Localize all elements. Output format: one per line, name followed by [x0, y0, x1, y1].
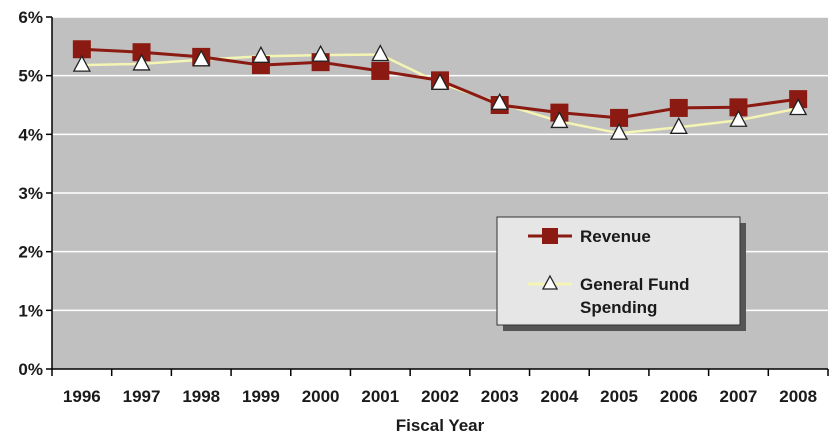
series-markers	[72, 40, 808, 140]
spending-point	[550, 111, 569, 129]
x-tick-label: 2004	[540, 387, 578, 406]
y-tick-label: 2%	[18, 243, 43, 262]
y-tick-label: 1%	[18, 301, 43, 320]
y-axis-labels: 0% 1% 2% 3% 4% 5% 6%	[18, 8, 43, 379]
revenue-point	[729, 98, 748, 117]
x-axis-labels: 1996 1997 1998 1999 2000 2001 2002 2003 2004 2005…	[63, 387, 817, 406]
x-tick-label: 1998	[182, 387, 220, 406]
spending-point	[729, 109, 748, 127]
x-tick-label: 2003	[481, 387, 519, 406]
x-tick-label: 2008	[779, 387, 817, 406]
gridlines	[52, 16, 828, 312]
x-tick-label: 2002	[421, 387, 459, 406]
revenue-point	[132, 43, 151, 62]
legend-revenue-label: Revenue	[580, 227, 651, 246]
spending-point	[490, 92, 509, 110]
spending-point	[251, 45, 271, 63]
x-tick-label: 2000	[302, 387, 340, 406]
spending-point	[132, 53, 151, 71]
y-tick-label: 3%	[18, 184, 43, 203]
x-tick-label: 2006	[660, 387, 698, 406]
x-tick-label: 2005	[600, 387, 638, 406]
y-tick-label: 0%	[18, 360, 43, 379]
spending-point	[72, 54, 91, 72]
x-axis-title: Fiscal Year	[396, 416, 485, 435]
legend-revenue-square-icon	[542, 228, 558, 244]
legend: Revenue General Fund Spending	[496, 216, 746, 331]
revenue-point	[669, 98, 688, 117]
spending-point	[192, 49, 211, 67]
spending-point	[669, 116, 688, 134]
spending-point	[371, 44, 390, 62]
legend-spending-label-line1: General Fund	[580, 275, 690, 294]
x-tick-label: 2007	[720, 387, 758, 406]
legend-spending-label-line2: Spending	[580, 298, 657, 317]
spending-point	[311, 44, 330, 62]
y-tick-label: 6%	[18, 8, 43, 27]
spending-point	[609, 122, 629, 140]
x-tick-label: 1999	[242, 387, 280, 406]
x-tick-label: 1997	[123, 387, 161, 406]
revenue-point	[610, 108, 629, 127]
revenue-point	[371, 61, 390, 80]
axes	[46, 16, 829, 376]
revenue-point	[72, 40, 91, 59]
spending-point	[430, 72, 450, 90]
x-tick-label: 1996	[63, 387, 101, 406]
x-tick-label: 2001	[361, 387, 399, 406]
legend-spending-triangle-icon	[541, 274, 559, 290]
spending-point	[789, 98, 808, 116]
y-tick-label: 4%	[18, 125, 43, 144]
y-tick-label: 5%	[18, 67, 43, 86]
